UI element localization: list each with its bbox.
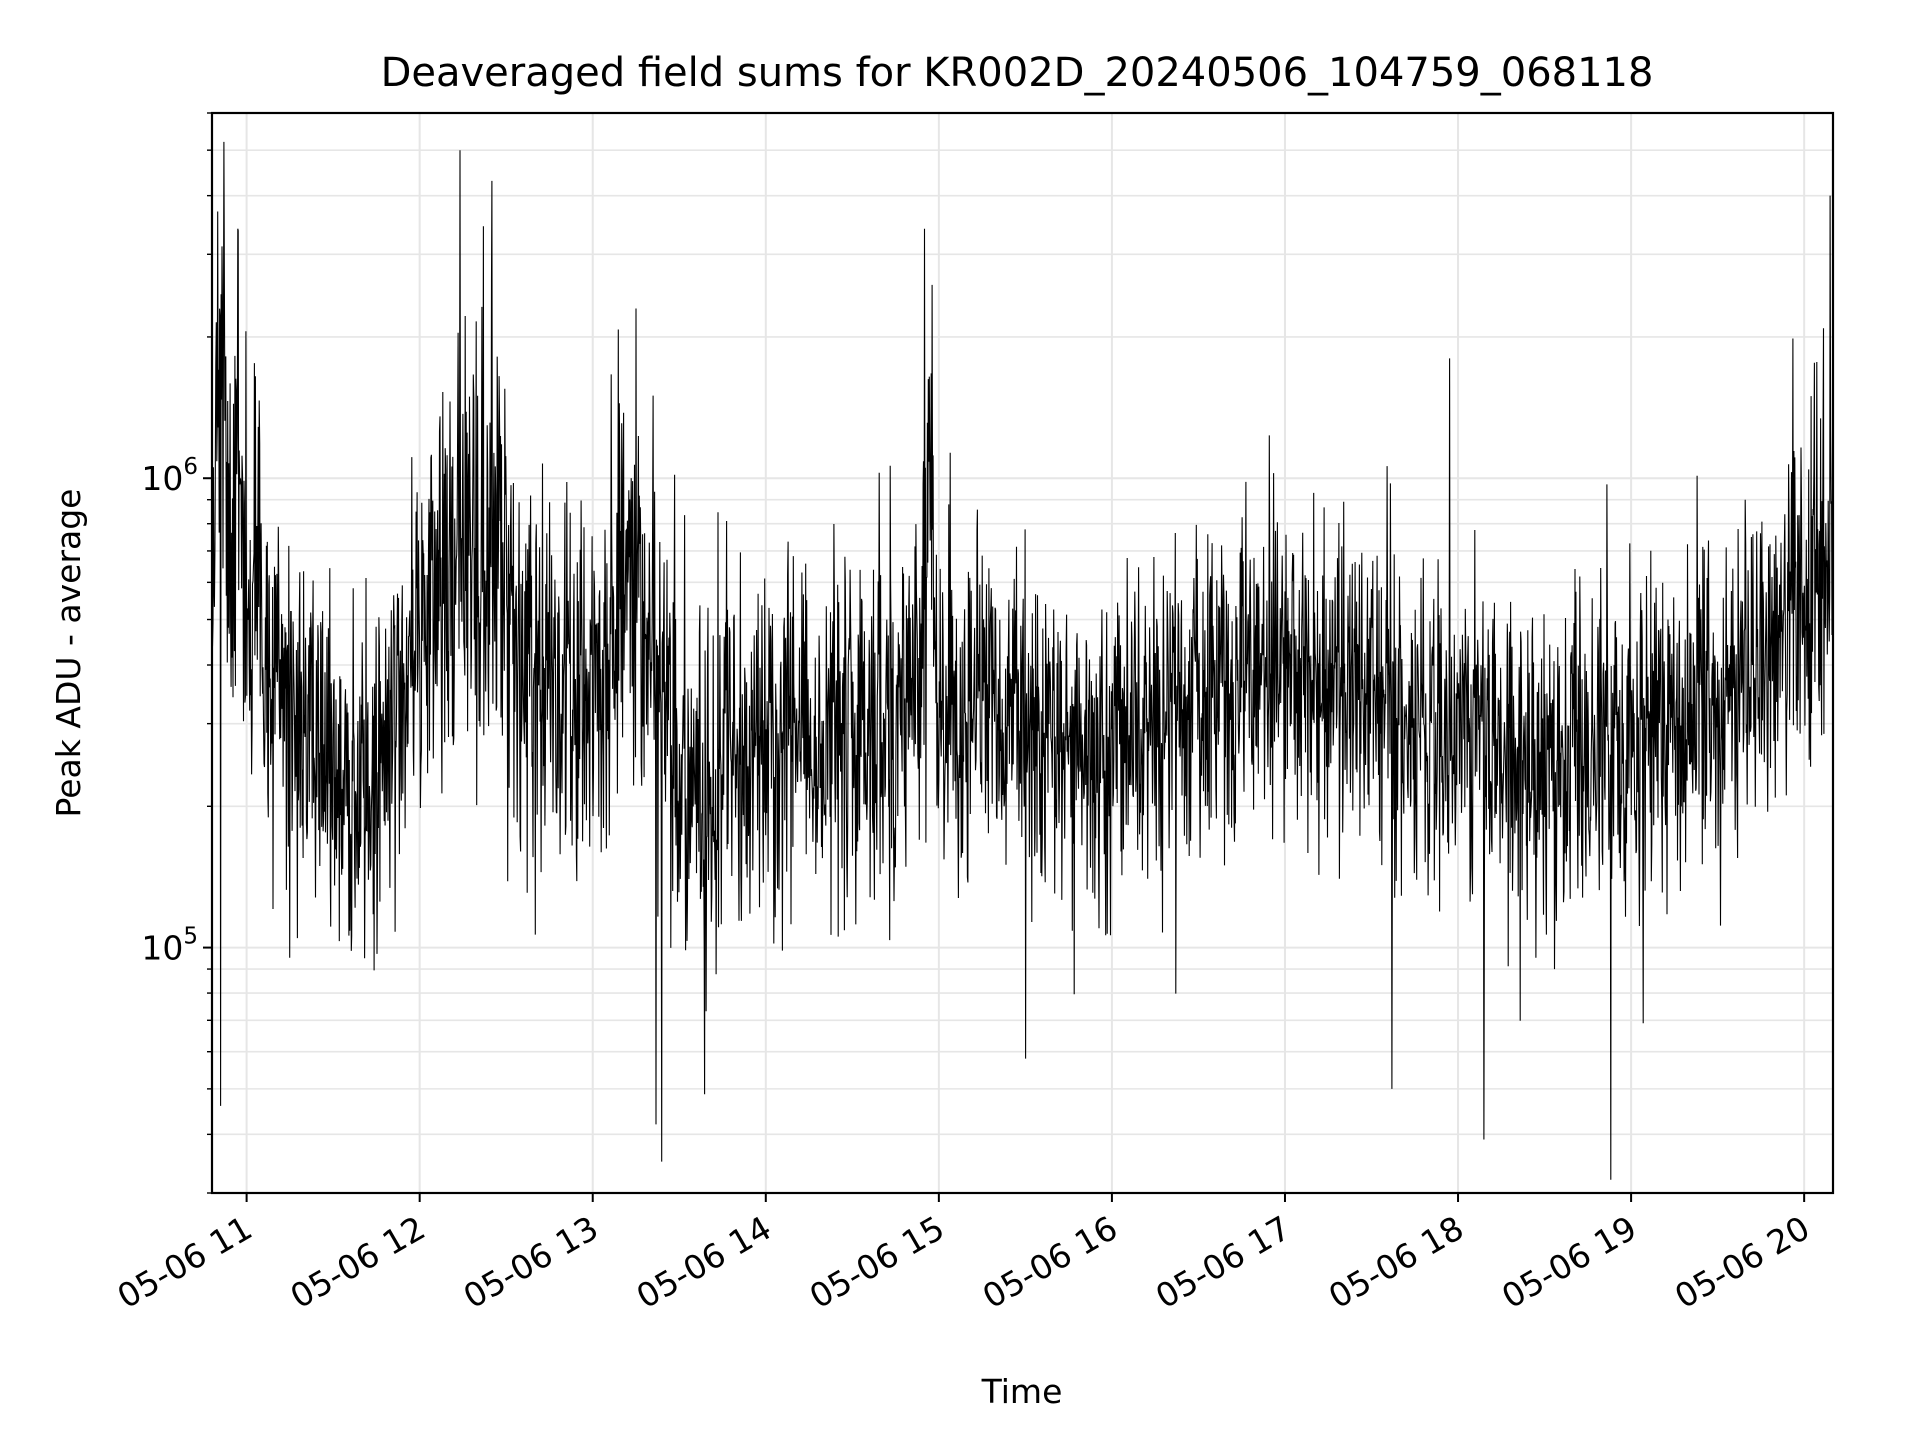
series-line bbox=[211, 141, 1834, 1180]
x-axis-label: Time bbox=[981, 1372, 1063, 1411]
y-tick-label: 105 bbox=[141, 924, 198, 968]
y-tick-label: 106 bbox=[141, 454, 198, 498]
y-axis-ticks: 105 106 bbox=[141, 112, 212, 1194]
plot-frame bbox=[210, 111, 1835, 1195]
chart-title: Deaveraged field sums for KR002D_2024050… bbox=[381, 50, 1654, 96]
y-axis-label: Peak ADU - average bbox=[49, 489, 88, 818]
series-lines bbox=[211, 141, 1834, 1180]
plot-area bbox=[210, 111, 1835, 1195]
